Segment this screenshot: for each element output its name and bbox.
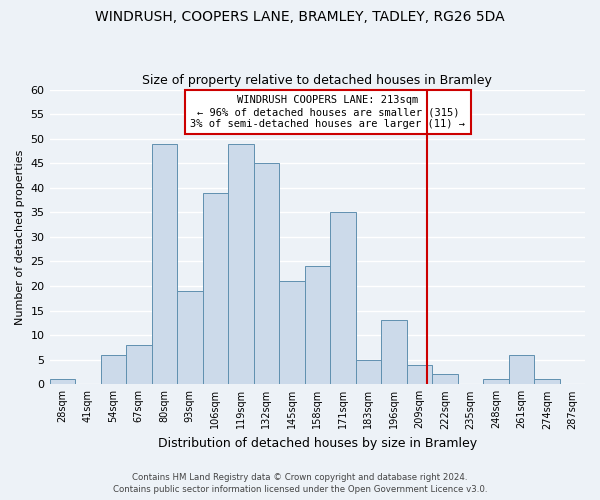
Bar <box>407 364 432 384</box>
Bar <box>483 380 509 384</box>
Bar <box>509 355 534 384</box>
Bar <box>228 144 254 384</box>
Bar <box>203 192 228 384</box>
Bar <box>534 380 560 384</box>
Text: Contains HM Land Registry data © Crown copyright and database right 2024.
Contai: Contains HM Land Registry data © Crown c… <box>113 472 487 494</box>
Bar <box>126 345 152 385</box>
Bar <box>305 266 330 384</box>
Bar <box>254 163 279 384</box>
Text: WINDRUSH, COOPERS LANE, BRAMLEY, TADLEY, RG26 5DA: WINDRUSH, COOPERS LANE, BRAMLEY, TADLEY,… <box>95 10 505 24</box>
Bar <box>177 291 203 384</box>
X-axis label: Distribution of detached houses by size in Bramley: Distribution of detached houses by size … <box>158 437 477 450</box>
Bar <box>50 380 75 384</box>
Bar <box>381 320 407 384</box>
Text: WINDRUSH COOPERS LANE: 213sqm
← 96% of detached houses are smaller (315)
3% of s: WINDRUSH COOPERS LANE: 213sqm ← 96% of d… <box>190 96 466 128</box>
Bar <box>152 144 177 384</box>
Title: Size of property relative to detached houses in Bramley: Size of property relative to detached ho… <box>142 74 492 87</box>
Bar <box>356 360 381 384</box>
Bar <box>432 374 458 384</box>
Bar <box>330 212 356 384</box>
Bar <box>101 355 126 384</box>
Bar <box>279 281 305 384</box>
Y-axis label: Number of detached properties: Number of detached properties <box>15 149 25 324</box>
